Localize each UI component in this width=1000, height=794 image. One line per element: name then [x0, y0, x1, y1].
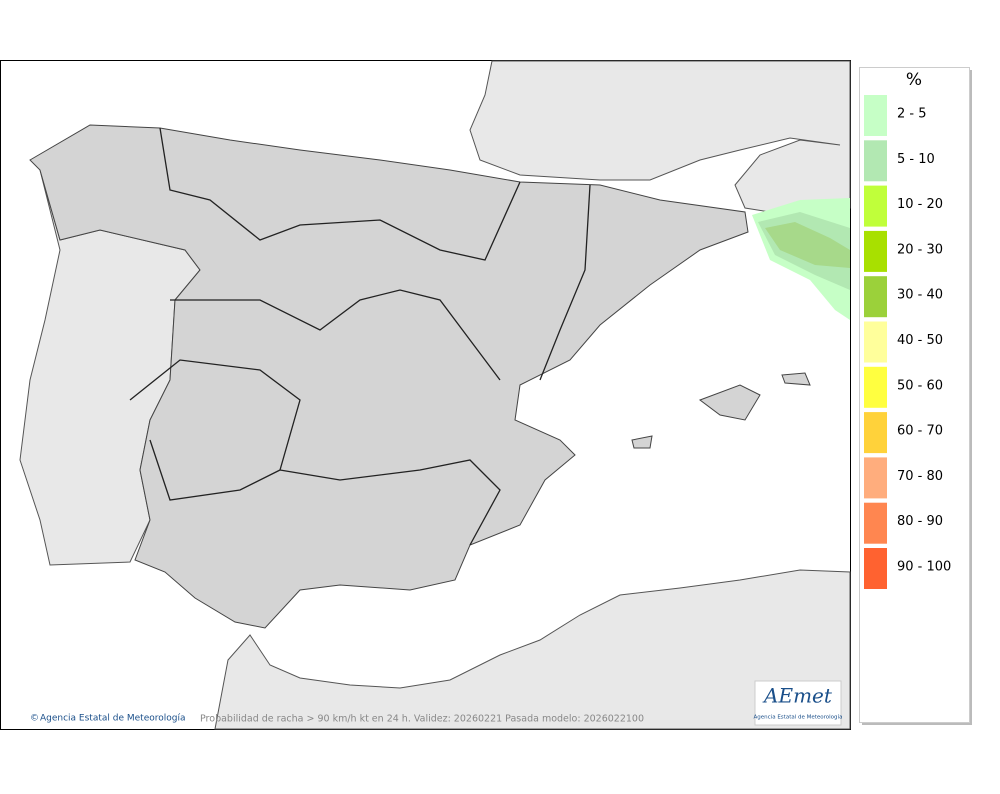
legend-swatch: [864, 457, 887, 499]
legend-label: 30 - 40: [897, 288, 943, 303]
legend-swatch: [864, 95, 887, 136]
legend-items: 2 - 5 5 - 10 10 - 20 20 - 30 30 - 40 40 - 50 5…: [864, 95, 951, 589]
legend-label: 5 - 10: [897, 152, 935, 167]
africa: [214, 569, 851, 730]
legend-swatch: [864, 230, 887, 272]
probability-area-10-20: [765, 222, 850, 268]
legend-swatch: [864, 321, 887, 363]
legend-label: 40 - 50: [897, 333, 943, 348]
caption: Probabilidad de racha > 90 km/h kt en 24…: [200, 714, 644, 725]
legend-title: %: [906, 70, 922, 90]
legend-swatch: [864, 502, 887, 544]
region-borders: [129, 127, 591, 546]
legend-label: 80 - 90: [897, 514, 943, 529]
credit: Agencia Estatal de Meteorología: [40, 714, 186, 724]
legend-swatch: [864, 548, 887, 589]
legend-label: 70 - 80: [897, 469, 943, 484]
legend-label: 2 - 5: [897, 107, 927, 122]
legend-label: 60 - 70: [897, 424, 943, 439]
ibiza: [631, 435, 653, 449]
logo-text: AEmet: [762, 684, 833, 708]
legend-swatch: [864, 366, 887, 408]
legend-label: 20 - 30: [897, 242, 943, 257]
legend-swatch: [864, 412, 887, 454]
legend-label: 50 - 60: [897, 378, 943, 393]
legend-swatch: [864, 276, 887, 318]
mallorca: [698, 384, 761, 421]
logo-subtitle: Agencia Estatal de Meteorología: [754, 714, 843, 721]
legend-label: 90 - 100: [897, 560, 951, 575]
legend-swatch: [864, 185, 887, 227]
copyright-icon: ©: [30, 714, 39, 724]
legend-label: 10 - 20: [897, 197, 943, 212]
legend-swatch: [864, 140, 887, 182]
logo-box: [754, 680, 842, 726]
menorca: [781, 372, 811, 386]
